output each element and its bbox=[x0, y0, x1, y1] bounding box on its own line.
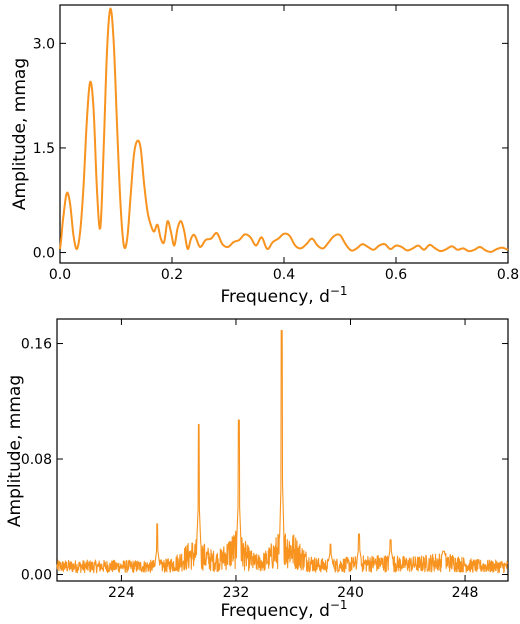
bottom-chart-ticks: 224 232 240 248 0.00 0.08 0.16 bbox=[21, 319, 508, 601]
x-tick-label: 0.2 bbox=[161, 267, 183, 283]
bottom-chart-xlabel: Frequency, d−1 bbox=[220, 598, 347, 621]
top-chart-xlabel: Frequency, d−1 bbox=[220, 284, 347, 307]
x-tick-label: 0.0 bbox=[49, 267, 71, 283]
x-tick-label: 232 bbox=[223, 585, 250, 601]
y-tick-label: 0.0 bbox=[33, 246, 55, 262]
top-chart-series-line bbox=[59, 7, 509, 253]
bottom-chart-series-line bbox=[56, 329, 509, 574]
x-tick-label: 224 bbox=[108, 585, 135, 601]
x-tick-label: 0.8 bbox=[497, 267, 519, 283]
top-chart-frame bbox=[59, 4, 509, 264]
top-chart-ticks: 0.0 0.2 0.4 0.6 0.8 0.0 1.5 3.0 bbox=[33, 5, 519, 283]
x-tick-label: 240 bbox=[337, 585, 364, 601]
y-tick-label: 0.16 bbox=[21, 337, 52, 353]
bottom-chart-ylabel: Amplitude, mmag bbox=[5, 375, 25, 527]
x-tick-label: 0.4 bbox=[273, 267, 295, 283]
x-tick-label: 0.6 bbox=[385, 267, 407, 283]
top-chart-panel: 0.0 0.2 0.4 0.6 0.80.01.53.0 Frequency, d−1 … bbox=[10, 4, 519, 307]
top-chart-ylabel: Amplitude, mmag bbox=[10, 58, 30, 210]
bottom-chart-frame bbox=[56, 318, 509, 582]
y-tick-label: 1.5 bbox=[33, 141, 55, 157]
x-tick-label: 248 bbox=[452, 585, 479, 601]
y-tick-label: 0.08 bbox=[21, 452, 52, 468]
y-tick-label: 0.00 bbox=[21, 568, 52, 584]
y-tick-label: 3.0 bbox=[33, 36, 55, 52]
